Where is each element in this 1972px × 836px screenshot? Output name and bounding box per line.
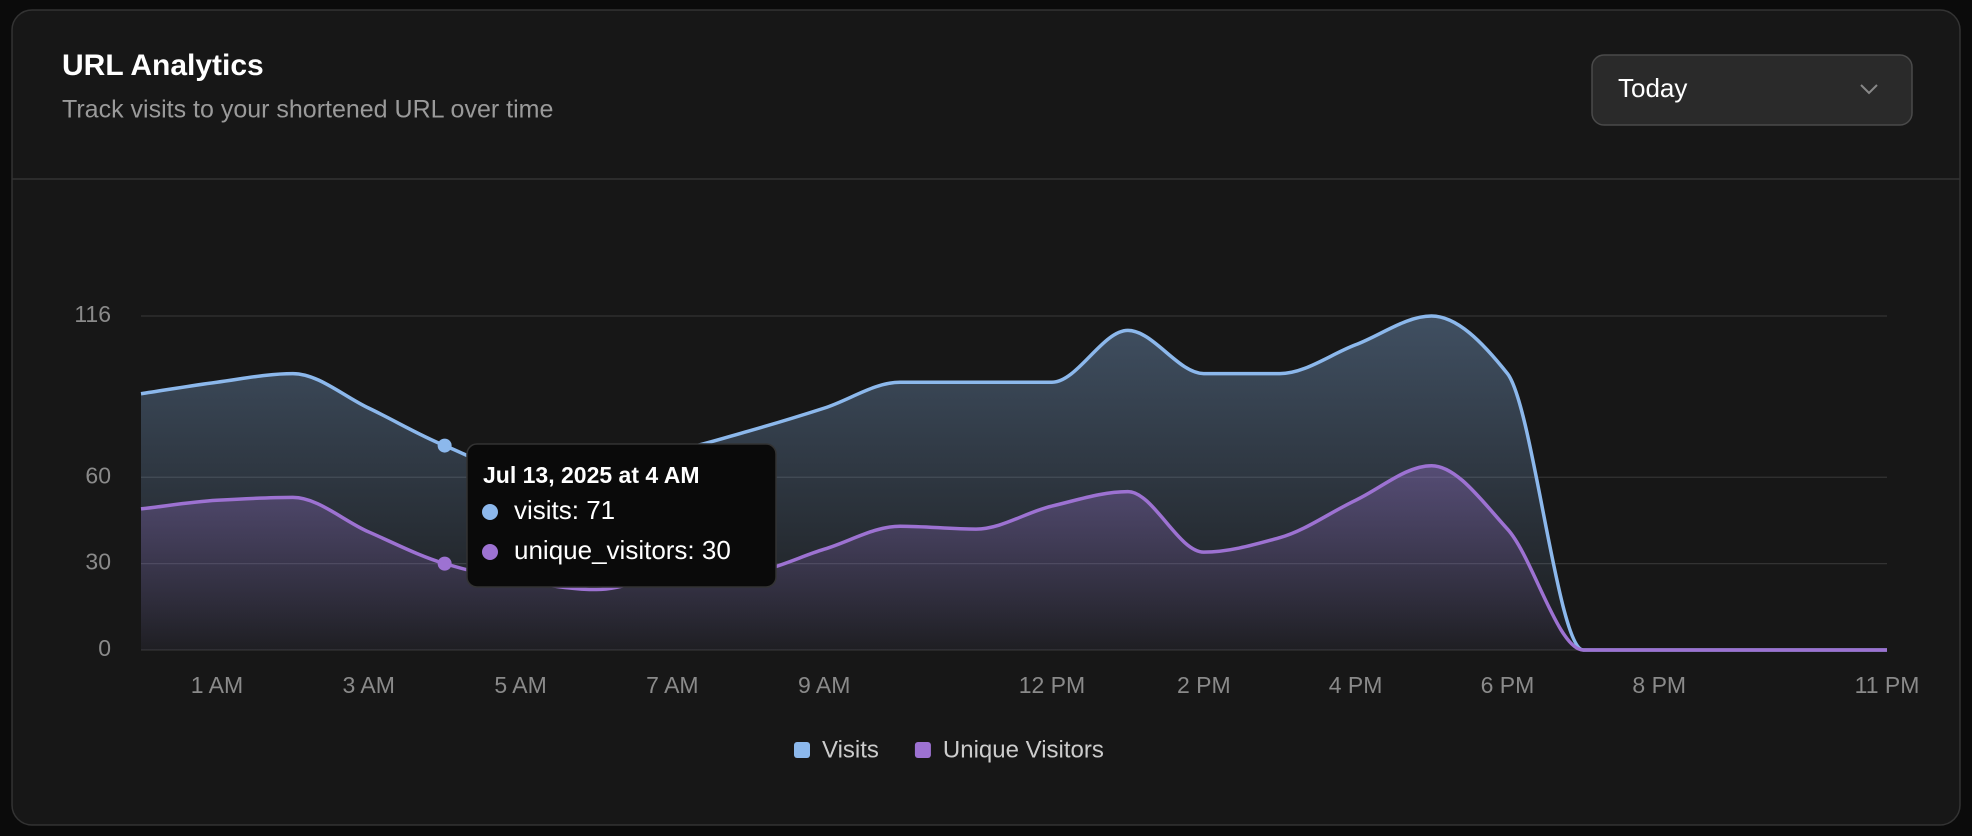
tooltip-dot [482, 544, 498, 560]
legend-label: Visits [822, 736, 879, 763]
legend-swatch [794, 742, 810, 758]
tooltip: Jul 13, 2025 at 4 AM visits: 71 unique_v… [466, 443, 777, 588]
x-tick-label: 9 AM [798, 672, 850, 698]
tooltip-item: visits: 71 [514, 495, 615, 525]
y-tick-label: 30 [85, 549, 111, 575]
dropdown[interactable]: Today [1591, 54, 1913, 126]
active-dot [437, 438, 452, 453]
dropdown-box[interactable] [1591, 54, 1913, 126]
x-tick-label: 6 PM [1481, 672, 1535, 698]
x-tick-label: 7 AM [646, 672, 698, 698]
subtitle: Track visits to your shortened URL over … [62, 96, 553, 124]
legend-label: Unique Visitors [943, 736, 1104, 763]
x-tick-label: 5 AM [494, 672, 546, 698]
x-tick-label: 4 PM [1329, 672, 1383, 698]
x-tick-label: 11 PM [1855, 672, 1920, 698]
tooltip-box [466, 443, 777, 588]
y-tick-label: 0 [98, 635, 111, 661]
y-tick-label: 60 [85, 462, 111, 488]
x-tick-label: 1 AM [191, 672, 243, 698]
active-dot [437, 556, 452, 571]
y-tick-label: 116 [74, 301, 111, 327]
dropdown-value[interactable]: Today [1618, 73, 1687, 103]
legend-swatch [914, 742, 931, 758]
x-tick-label: 8 PM [1632, 672, 1686, 698]
title: URL Analytics [62, 49, 264, 82]
x-tick-label: 2 PM [1177, 672, 1231, 698]
tooltip-dot [482, 504, 498, 520]
tooltip-title: Jul 13, 2025 at 4 AM [483, 462, 699, 488]
x-tick-label: 12 PM [1019, 672, 1085, 698]
chevron[interactable] [1860, 84, 1878, 95]
x-tick-label: 3 AM [343, 672, 395, 698]
area [141, 465, 1887, 650]
tooltip-item: unique_visitors: 30 [514, 535, 731, 565]
